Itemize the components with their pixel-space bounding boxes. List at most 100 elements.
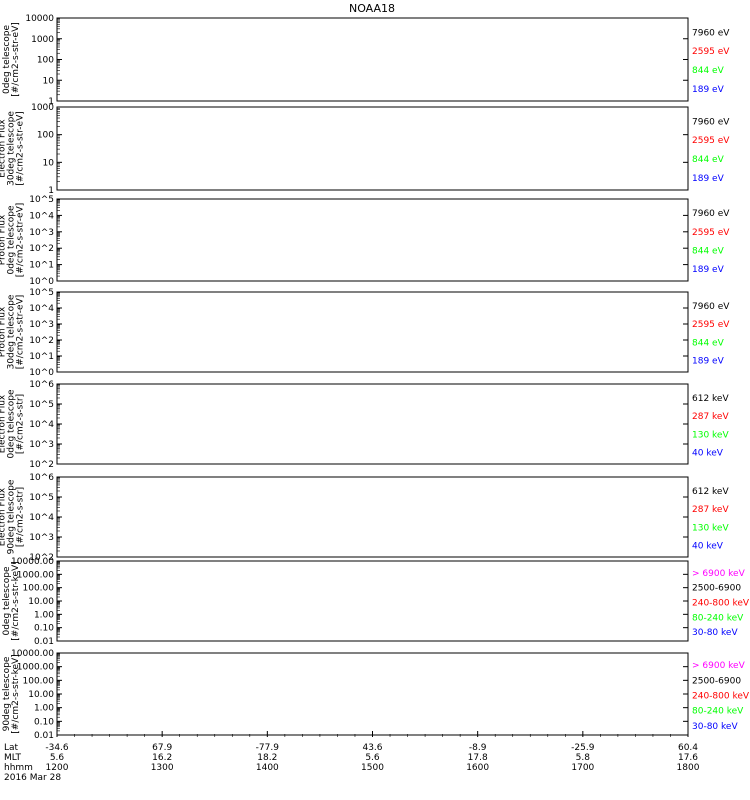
x-tick-time: 1500 — [361, 763, 384, 773]
x-tick-mlt: 18.2 — [257, 753, 277, 763]
legend-entry: 844 eV — [692, 246, 725, 256]
y-tick-label: 10 — [43, 76, 55, 86]
legend-entry: 2500-6900 — [692, 584, 741, 594]
panel-4: 10^0 10^1 10^2 10^3 10^4 10^5TEDProton Flux30… — [0, 288, 730, 378]
x-tick-time: 1200 — [46, 763, 69, 773]
y-axis-label-line: 30deg telescope — [7, 294, 17, 369]
y-tick-label: 10.00 — [28, 597, 54, 607]
y-tick-label: 10^6 — [29, 473, 54, 483]
y-tick-label: 0.01 — [34, 637, 54, 647]
legend-entry: 7960 eV — [692, 302, 730, 312]
y-axis-label-line: 30deg telescope — [7, 111, 17, 186]
y-axis-label-line: 0deg telescope — [2, 25, 12, 95]
legend-entry: 40 keV — [692, 541, 724, 551]
y-axis-label: TEDElectron Flux30deg telescope[#/cm2-s-… — [0, 111, 26, 186]
y-tick-label: 1000 — [31, 35, 54, 45]
legend-entry: 240-800 keV — [692, 599, 750, 609]
x-tick-mlt: 5.6 — [365, 753, 380, 763]
y-axis-label-line: [#/cm2-s-str-keV] — [11, 561, 21, 640]
legend-entry: 7960 eV — [692, 28, 730, 38]
y-axis-label-line: [#/cm2-s-str] — [16, 487, 26, 547]
x-tick-time: 1600 — [466, 763, 489, 773]
y-axis-label-line: [#/cm2-s-str-eV] — [16, 295, 26, 370]
x-tick-lat: -34.6 — [45, 743, 69, 753]
panel-7: 0.010.101.0010.00100.001000.0010000.00Pr… — [0, 557, 750, 647]
panel-frame — [56, 383, 689, 465]
y-axis-label-line: Electron Flux — [0, 487, 8, 546]
legend-entry: 612 keV — [692, 487, 729, 497]
y-axis-label-line: Proton Flux — [0, 575, 3, 626]
legend-entry: 240-800 keV — [692, 691, 750, 701]
y-axis-label-line: Proton Flux — [0, 668, 3, 719]
x-tick-lat: 67.9 — [152, 743, 172, 753]
y-axis-label-line: 0deg telescope — [7, 389, 17, 459]
panel-2: 1 10 100 1000 TEDElectron Flux30deg telescop… — [0, 103, 730, 196]
panel-frame — [56, 198, 689, 282]
y-tick-label: 10^2 — [29, 460, 54, 470]
x-tick-time: 1300 — [151, 763, 174, 773]
y-tick-label: 1 — [48, 186, 54, 196]
y-tick-label: 1 — [48, 97, 54, 107]
panel-frame — [56, 17, 689, 102]
y-axis-label-line: Electron Flux — [0, 119, 8, 178]
y-tick-label: 10^0 — [29, 368, 54, 378]
y-tick-label: 1.00 — [34, 610, 54, 620]
y-axis-label-line: 0deg telescope — [7, 205, 17, 275]
legend-entry: 80-240 keV — [692, 707, 744, 717]
y-axis-label: TEDProton Flux0deg telescope[#/cm2-s-str… — [0, 203, 26, 278]
y-tick-label: 10000 — [25, 14, 54, 24]
y-tick-label: 10^6 — [29, 380, 54, 390]
y-tick-label: 10^0 — [29, 277, 54, 287]
x-tick-mlt: 16.2 — [152, 753, 172, 763]
x-tick-time: 1700 — [571, 763, 594, 773]
legend-entry: 2595 eV — [692, 47, 730, 57]
panel-8: 0.010.101.0010.00100.001000.0010000.00Pr… — [0, 649, 750, 741]
legend-entry: 80-240 keV — [692, 613, 744, 623]
x-tick-lat: -77.9 — [256, 743, 280, 753]
legend-entry: > 6900 keV — [692, 661, 746, 671]
legend-entry: 2595 eV — [692, 136, 730, 146]
y-tick-label: 10 — [43, 158, 55, 168]
legend-entry: 40 keV — [692, 448, 724, 458]
panel-6: 10^2 10^3 10^4 10^5 10^6MEPEDElectron Flux90… — [0, 473, 729, 563]
panel-frame — [56, 106, 689, 191]
y-tick-label: 10^4 — [29, 211, 54, 221]
y-tick-label: 10^3 — [29, 228, 54, 238]
legend-entry: > 6900 keV — [692, 569, 746, 579]
y-axis-label-line: Electron Flux — [0, 30, 3, 89]
chart-title: NOAA18 — [349, 2, 395, 15]
x-tick-lat: -8.9 — [469, 743, 487, 753]
y-axis-label-line: Electron Flux — [0, 394, 8, 453]
y-axis-label: MEPEDElectron Flux0deg telescope[#/cm2-s… — [0, 389, 26, 459]
y-tick-label: 10^2 — [29, 553, 54, 563]
y-tick-label: 10^1 — [29, 261, 54, 271]
y-tick-label: 10^3 — [29, 320, 54, 330]
y-axis-label: Proton Flux90deg telescope[#/cm2-s-str-k… — [0, 654, 21, 733]
y-tick-label: 10^4 — [29, 420, 54, 430]
y-tick-label: 10^2 — [29, 336, 54, 346]
y-axis-label-line: Proton Flux — [0, 306, 8, 357]
y-tick-label: 1000.00 — [17, 570, 54, 580]
y-tick-label: 10000.00 — [11, 649, 54, 659]
panel-1: 1 10 100 1000 10000 Electron Flux0deg telesco… — [0, 14, 730, 107]
legend-entry: 844 eV — [692, 338, 725, 348]
x-tick-mlt: 5.6 — [50, 753, 65, 763]
x-tick-mlt: 5.8 — [576, 753, 591, 763]
x-tick-time: 1400 — [256, 763, 279, 773]
y-axis-label-line: [#/cm2-s-str] — [16, 394, 26, 454]
x-tick-lat: 60.4 — [678, 743, 698, 753]
y-axis-label: MEPEDElectron Flux90deg telescope[#/cm2-… — [0, 479, 26, 554]
y-tick-label: 1000.00 — [17, 663, 54, 673]
x-tick-time: 1800 — [677, 763, 700, 773]
y-tick-label: 100.00 — [23, 584, 55, 594]
legend-entry: 2595 eV — [692, 320, 730, 330]
y-axis-label-line: 0deg telescope — [2, 566, 12, 636]
legend-entry: 130 keV — [692, 430, 729, 440]
legend-entry: 189 eV — [692, 356, 725, 366]
y-axis-label: Electron Flux0deg telescope[#/cm2-s-str-… — [0, 22, 21, 97]
panel-frame — [56, 560, 689, 642]
legend-entry: 189 eV — [692, 85, 725, 95]
y-tick-label: 10^2 — [29, 244, 54, 254]
y-tick-label: 1.00 — [34, 704, 54, 714]
y-tick-label: 10^4 — [29, 513, 54, 523]
